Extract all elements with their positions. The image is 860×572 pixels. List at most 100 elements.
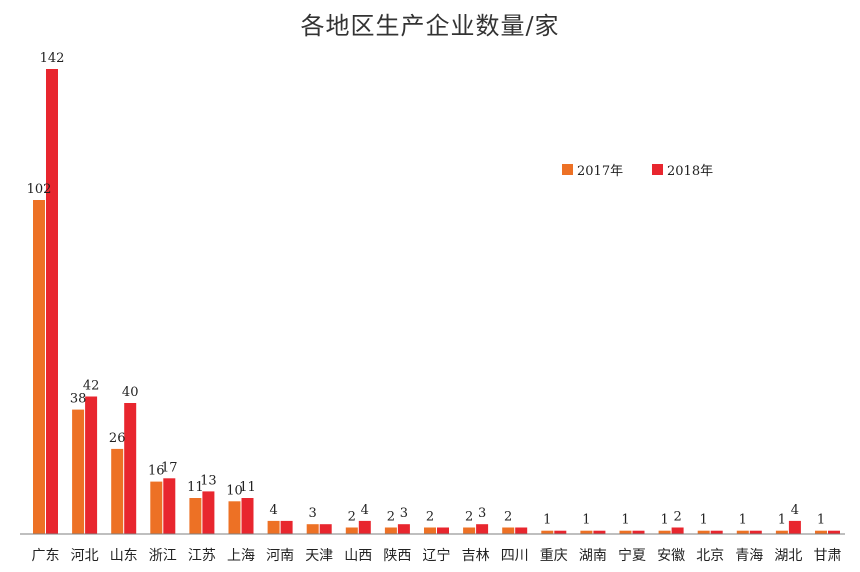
bar-2018-18 — [749, 530, 762, 534]
value-label-2017-2: 26 — [109, 431, 126, 446]
bar-2018-2 — [124, 403, 137, 534]
bar-2017-8 — [345, 527, 358, 534]
bar-2017-18 — [736, 530, 749, 534]
x-tick-label-12: 四川 — [501, 548, 529, 564]
bar-2017-0 — [33, 200, 45, 534]
bar-2017-17 — [697, 530, 710, 534]
bar-2018-4 — [202, 491, 215, 534]
bar-2017-9 — [384, 527, 397, 534]
bar-2017-1 — [72, 409, 85, 534]
value-label-2017-3: 16 — [148, 464, 165, 479]
bar-2018-19 — [788, 520, 801, 534]
bar-2017-4 — [189, 498, 202, 534]
bar-2017-10 — [424, 527, 436, 534]
legend: 2017年 2018年 — [562, 164, 713, 179]
x-tick-label-18: 青海 — [735, 548, 763, 564]
legend-item-2018-swatch — [652, 164, 663, 175]
value-label-2018-5: 11 — [239, 480, 256, 495]
bar-2018-0 — [46, 69, 58, 534]
x-tick-label-17: 北京 — [696, 548, 724, 564]
x-tick-label-6: 河南 — [266, 548, 294, 564]
value-label-2017-0: 102 — [27, 182, 52, 197]
bar-2017-3 — [150, 481, 163, 534]
bar-2018-17 — [710, 530, 723, 534]
bar-2018-11 — [476, 524, 489, 534]
x-tick-label-11: 吉林 — [462, 548, 490, 564]
x-tick-label-10: 辽宁 — [423, 547, 451, 564]
value-label-2017-11: 2 — [465, 510, 473, 525]
bar-2017-20 — [815, 530, 827, 534]
value-label-2017-6: 4 — [269, 503, 277, 518]
value-label-2017-8: 2 — [348, 510, 356, 525]
value-label-2017-7: 3 — [309, 506, 317, 521]
bar-2017-11 — [463, 527, 476, 534]
x-tick-label-9: 陕西 — [383, 548, 411, 564]
value-label-2017-4: 11 — [187, 480, 204, 495]
x-tick-label-2: 山东 — [110, 548, 138, 564]
bar-2018-10 — [437, 527, 449, 534]
bar-2018-1 — [85, 396, 98, 534]
value-label-2017-12: 2 — [504, 510, 512, 525]
bar-2017-12 — [502, 527, 515, 534]
value-label-2018-8: 4 — [361, 503, 369, 518]
value-label-2017-17: 1 — [700, 513, 708, 528]
value-label-2017-13: 1 — [543, 513, 551, 528]
bar-2018-15 — [632, 530, 645, 534]
bar-2017-6 — [267, 520, 280, 534]
x-tick-label-14: 湖南 — [579, 548, 607, 564]
value-label-2018-2: 40 — [122, 385, 139, 400]
value-label-2017-20: 1 — [817, 513, 825, 528]
value-label-2018-3: 17 — [161, 460, 178, 475]
value-label-2017-16: 1 — [660, 513, 668, 528]
x-tick-label-16: 安徽 — [657, 548, 685, 564]
value-label-2017-9: 2 — [387, 510, 395, 525]
bar-2017-13 — [541, 530, 554, 534]
legend-item-2017-label: 2017年 — [577, 164, 623, 179]
bar-2017-14 — [580, 530, 593, 534]
bar-2018-7 — [319, 524, 332, 534]
x-tick-label-3: 浙江 — [149, 548, 177, 564]
chart-title: 各地区生产企业数量/家 — [300, 12, 560, 40]
value-label-2017-14: 1 — [582, 513, 590, 528]
bars-group — [33, 69, 840, 534]
x-tick-label-15: 宁夏 — [618, 547, 646, 564]
bar-2018-20 — [828, 530, 840, 534]
value-label-2017-15: 1 — [621, 513, 629, 528]
bar-2018-6 — [280, 520, 293, 534]
x-tick-label-1: 河北 — [71, 548, 99, 564]
bar-2017-5 — [228, 501, 241, 534]
x-tick-label-7: 天津 — [305, 548, 333, 564]
x-tick-label-0: 广东 — [32, 548, 60, 564]
x-tick-label-5: 上海 — [227, 548, 255, 564]
legend-item-2017-swatch — [562, 164, 573, 175]
x-tick-label-8: 山西 — [344, 548, 372, 564]
bar-2018-8 — [358, 520, 371, 534]
bar-2018-14 — [593, 530, 606, 534]
bar-2018-13 — [554, 530, 567, 534]
bar-2018-5 — [241, 498, 254, 534]
value-label-2017-18: 1 — [739, 513, 747, 528]
x-tick-label-20: 甘肃 — [814, 548, 842, 564]
bar-2017-15 — [619, 530, 632, 534]
value-label-2018-11: 3 — [478, 506, 486, 521]
value-label-2018-4: 13 — [200, 473, 217, 488]
x-tick-label-19: 湖北 — [774, 548, 802, 564]
bar-2018-16 — [671, 527, 684, 534]
bar-2017-19 — [775, 530, 788, 534]
legend-item-2017: 2017年 — [562, 164, 623, 179]
x-tick-label-4: 江苏 — [188, 548, 216, 564]
value-label-2018-19: 4 — [791, 503, 799, 518]
value-label-2018-16: 2 — [673, 510, 681, 525]
value-label-2017-5: 10 — [226, 483, 243, 498]
legend-item-2018: 2018年 — [652, 164, 713, 179]
bar-2018-9 — [397, 524, 410, 534]
x-tick-labels-group: 广东 河北 山东 浙江 江苏 上海 河南 天津 山西 陕西 辽宁 吉林 四川 重庆 湖南 宁夏 安徽 北京 青海 湖北… — [32, 547, 842, 564]
bar-2018-12 — [515, 527, 528, 534]
value-label-2018-0: 142 — [40, 51, 65, 66]
bar-2017-16 — [658, 530, 671, 534]
value-label-2018-9: 3 — [400, 506, 408, 521]
bar-2018-3 — [163, 478, 176, 534]
value-label-2017-19: 1 — [778, 513, 786, 528]
